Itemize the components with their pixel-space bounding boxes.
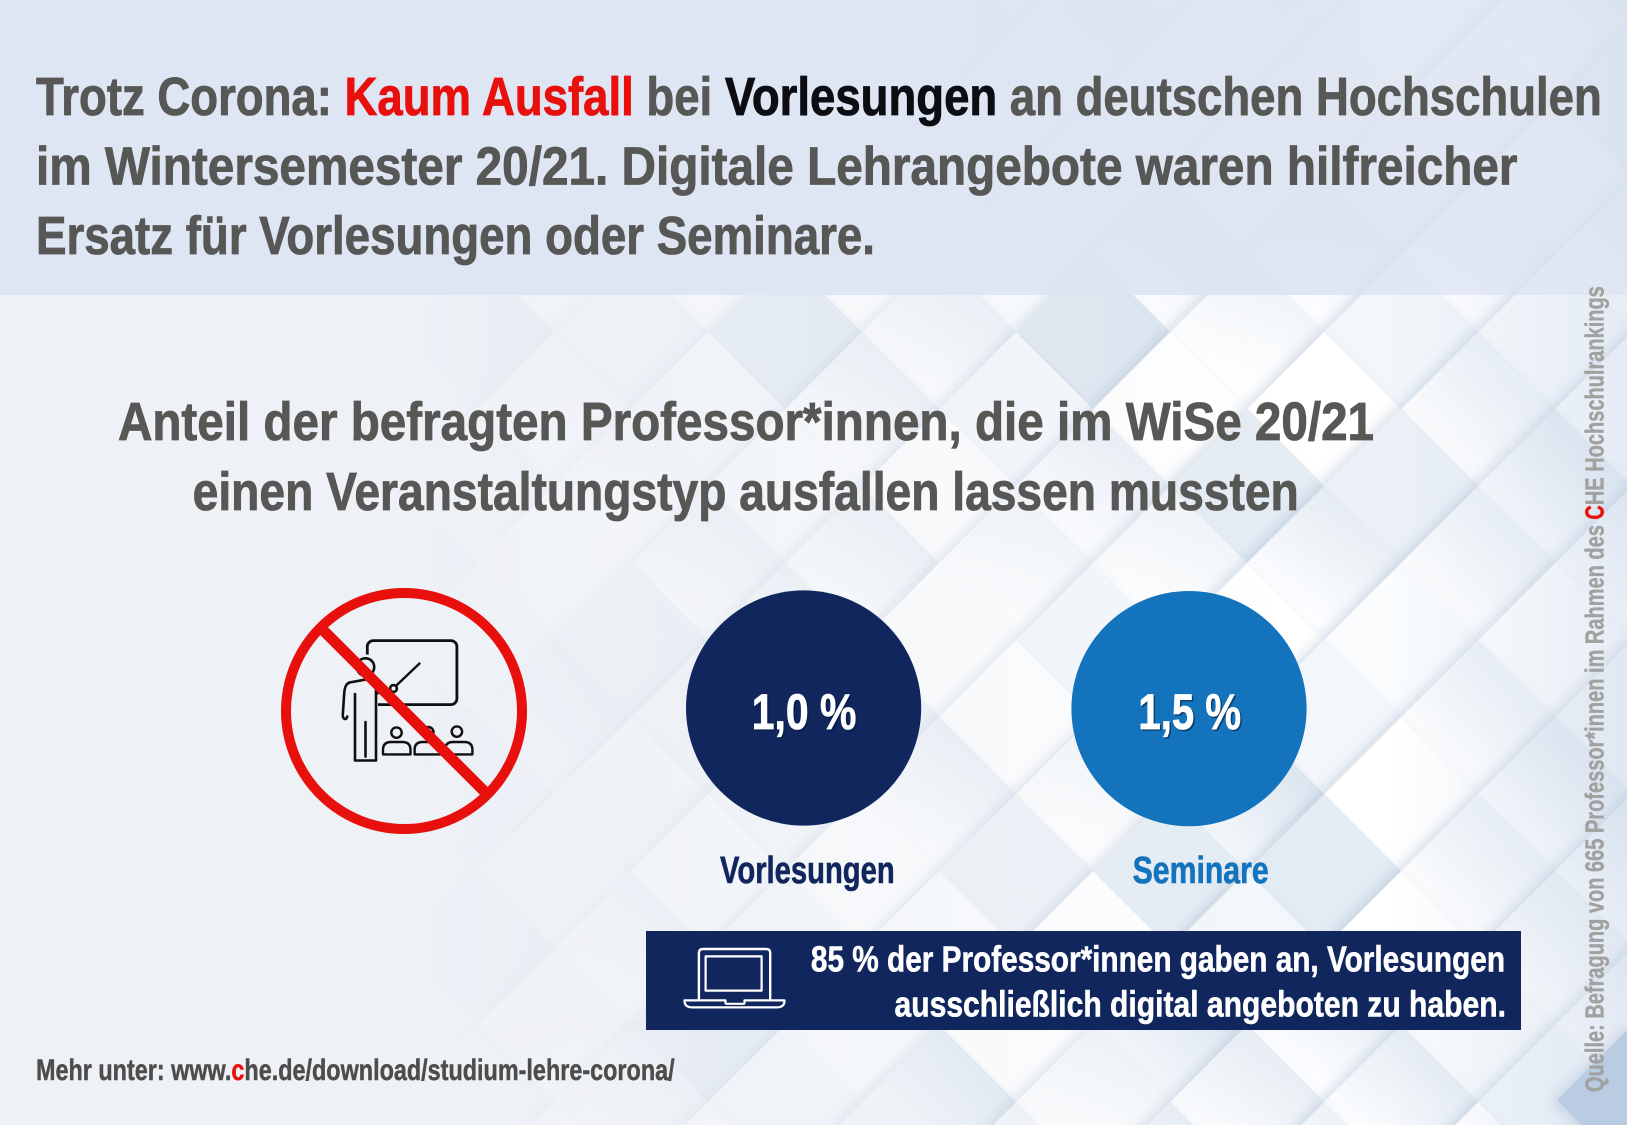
- svg-text:Ersatz für Vorlesungen oder Se: Ersatz für Vorlesungen oder Seminare.: [36, 205, 875, 265]
- svg-text:Quelle: Befragung von 665 Prof: Quelle: Befragung von 665 Professor*inne…: [1580, 286, 1609, 1092]
- svg-text:Trotz Corona: Kaum Ausfall bei: Trotz Corona: Kaum Ausfall bei Vorlesung…: [36, 66, 1602, 127]
- svg-text:1,0 %: 1,0 %: [752, 684, 857, 740]
- svg-text:Mehr unter: www.che.de/downloa: Mehr unter: www.che.de/download/studium-…: [36, 1053, 675, 1086]
- svg-text:Seminare: Seminare: [1133, 850, 1269, 892]
- svg-text:85 % der Professor*innen gaben: 85 % der Professor*innen gaben an, Vorle…: [811, 939, 1505, 979]
- svg-text:1,5 %: 1,5 %: [1138, 684, 1241, 740]
- svg-text:im Wintersemester 20/21. Digit: im Wintersemester 20/21. Digitale Lehran…: [36, 136, 1518, 196]
- svg-text:1,0 %: 1,0 %: [753, 686, 858, 742]
- svg-text:Vorlesungen: Vorlesungen: [720, 849, 895, 892]
- svg-text:Anteil der befragten Professor: Anteil der befragten Professor*innen, di…: [118, 391, 1374, 451]
- svg-text:ausschließlich digital angebot: ausschließlich digital angeboten zu habe…: [895, 985, 1506, 1025]
- svg-text:einen Veranstaltungstyp ausfal: einen Veranstaltungstyp ausfallen lassen…: [193, 462, 1299, 522]
- svg-text:1,5 %: 1,5 %: [1140, 685, 1243, 741]
